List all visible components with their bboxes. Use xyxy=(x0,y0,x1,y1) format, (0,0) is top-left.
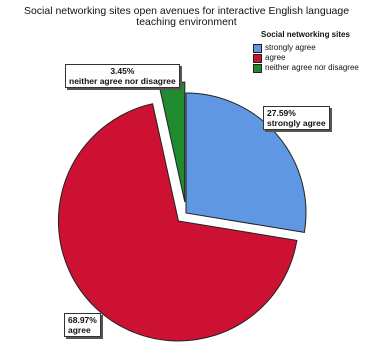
chart-legend: Social networking sites strongly agree a… xyxy=(253,30,371,73)
legend-swatch-agree xyxy=(253,53,262,63)
slice-label-strongly-agree-percent: 27.59% xyxy=(267,108,296,118)
chart-title-line-2: teaching environment xyxy=(136,16,237,28)
legend-label-agree: agree xyxy=(265,53,286,62)
slice-label-neither: 3.45% neither agree nor disagree xyxy=(65,64,180,88)
legend-label-neither: neither agree nor disagree xyxy=(265,63,359,72)
pie-slice-agree xyxy=(57,103,298,342)
legend-swatch-strongly-agree xyxy=(253,43,262,53)
legend-item-strongly-agree: strongly agree xyxy=(253,43,371,53)
legend-title: Social networking sites xyxy=(261,30,350,39)
chart-title: Social networking sites open avenues for… xyxy=(0,6,373,28)
slice-label-neither-category: neither agree nor disagree xyxy=(69,76,176,86)
legend-item-agree: agree xyxy=(253,53,371,63)
slice-label-strongly-agree-category: strongly agree xyxy=(267,118,326,128)
legend-swatch-neither xyxy=(253,63,262,73)
slice-label-agree: 68.97% agree xyxy=(64,313,101,337)
slice-label-strongly-agree: 27.59% strongly agree xyxy=(263,106,330,130)
slice-label-agree-category: agree xyxy=(68,325,91,335)
pie-slice-strongly-agree xyxy=(185,92,307,233)
legend-item-neither: neither agree nor disagree xyxy=(253,63,371,73)
slice-label-agree-percent: 68.97% xyxy=(68,315,97,325)
slice-label-neither-percent: 3.45% xyxy=(110,66,135,76)
chart-title-line-1: Social networking sites open avenues for… xyxy=(23,5,350,17)
legend-label-strongly-agree: strongly agree xyxy=(265,43,316,52)
